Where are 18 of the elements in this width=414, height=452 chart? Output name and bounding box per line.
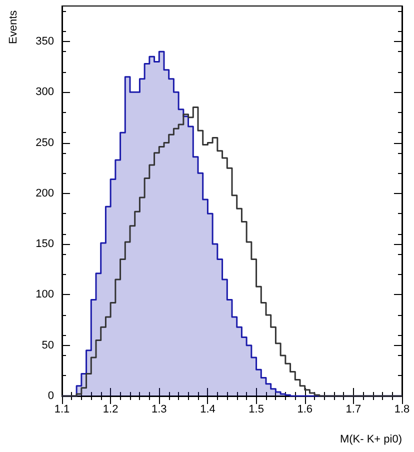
- y-tick-label: 250: [36, 136, 54, 149]
- y-tick-label: 350: [36, 35, 54, 48]
- y-tick-label: 150: [36, 238, 54, 250]
- y-tick-label: 100: [36, 288, 54, 301]
- x-tick-label: 1.4: [200, 404, 216, 416]
- y-tick-label: 300: [36, 86, 54, 98]
- x-tick-label: 1.5: [248, 404, 264, 416]
- x-axis-title: M(K- K+ pi0): [340, 434, 402, 446]
- x-tick-label: 1.2: [102, 404, 118, 416]
- y-tick-label: 0: [48, 390, 54, 402]
- x-tick-label: 1.6: [297, 404, 313, 416]
- y-axis-title: Events: [8, 10, 20, 44]
- x-tick-label: 1.8: [394, 404, 410, 416]
- x-tick-label: 1.1: [54, 404, 70, 416]
- y-tick-label: 50: [42, 339, 54, 352]
- x-tick-label: 1.3: [151, 404, 167, 416]
- x-tick-label: 1.7: [346, 404, 362, 416]
- y-tick-label: 200: [36, 187, 54, 200]
